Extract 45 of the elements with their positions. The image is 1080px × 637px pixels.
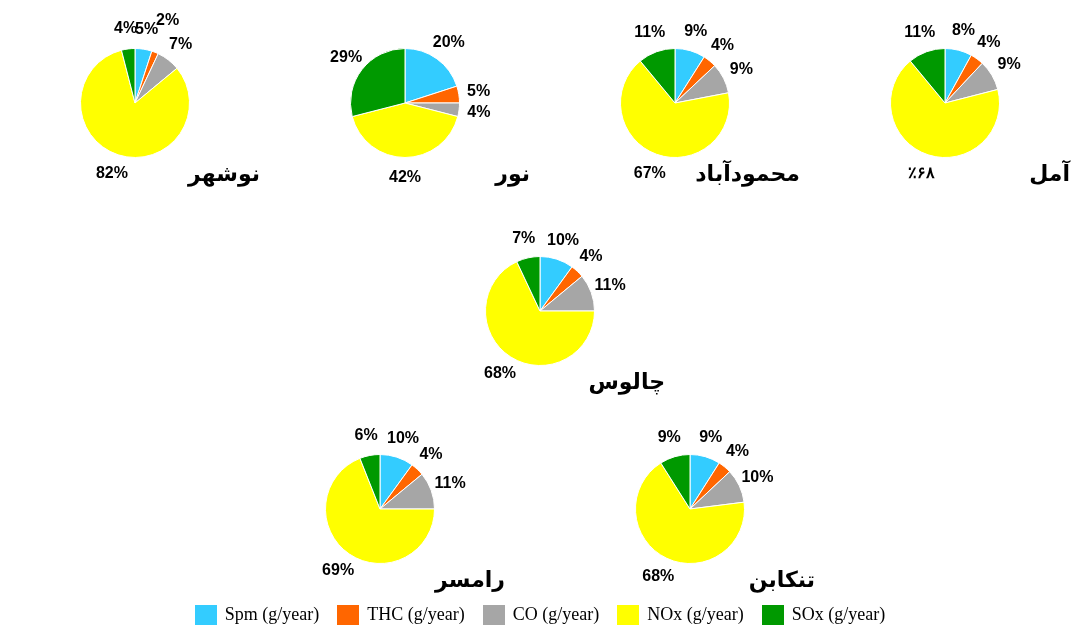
data-label: 4% (710, 36, 735, 53)
legend-label: CO (g/year) (512, 604, 600, 625)
data-label: 67% (633, 163, 666, 181)
data-label: 9% (699, 427, 723, 445)
data-label: 7% (512, 228, 536, 246)
legend-label: NOx (g/year) (647, 604, 744, 625)
text: محمودآباد (695, 161, 800, 186)
data-label: 11% (594, 276, 626, 294)
data-label: 5% (467, 81, 491, 99)
legend-label: THC (g/year) (367, 604, 465, 625)
text: نوشهر (188, 161, 260, 186)
data-label: 20% (432, 33, 465, 51)
data-label: 69% (322, 561, 355, 579)
data-label: 11% (904, 23, 936, 41)
legend-label: SOx (g/year) (791, 604, 886, 625)
text: نور (495, 161, 530, 186)
data-label: ٪۶۸ (908, 164, 936, 182)
data-label: 8% (951, 21, 976, 39)
text: آمل (1029, 161, 1070, 186)
data-label: 10% (387, 428, 420, 446)
data-label: 11% (434, 474, 466, 492)
data-label: 9% (657, 427, 681, 445)
data-label: 4% (419, 445, 443, 463)
data-label: 7% (169, 34, 193, 52)
data-label: 68% (484, 364, 517, 382)
data-label: 9% (997, 55, 1021, 73)
text: رامسر (435, 567, 505, 592)
data-label: 11% (634, 23, 666, 41)
data-label: 10% (547, 230, 580, 248)
legend-label: Spm (g/year) (224, 604, 320, 625)
data-label: 4% (977, 33, 1001, 51)
data-label: 4% (467, 102, 491, 120)
data-label: 10% (741, 467, 774, 485)
text: تنکابن (748, 567, 815, 592)
data-label: 4% (579, 247, 603, 265)
data-label: 9% (684, 21, 708, 39)
data-label: 82% (95, 164, 128, 182)
data-label: 68% (642, 566, 675, 584)
data-label: 42% (388, 167, 422, 185)
data-label: 29% (330, 47, 363, 65)
data-label: 6% (354, 426, 378, 444)
data-label: 4% (725, 442, 750, 459)
data-label: 4% (114, 19, 138, 37)
text: چالوس (588, 369, 665, 394)
data-label: 9% (729, 59, 753, 77)
